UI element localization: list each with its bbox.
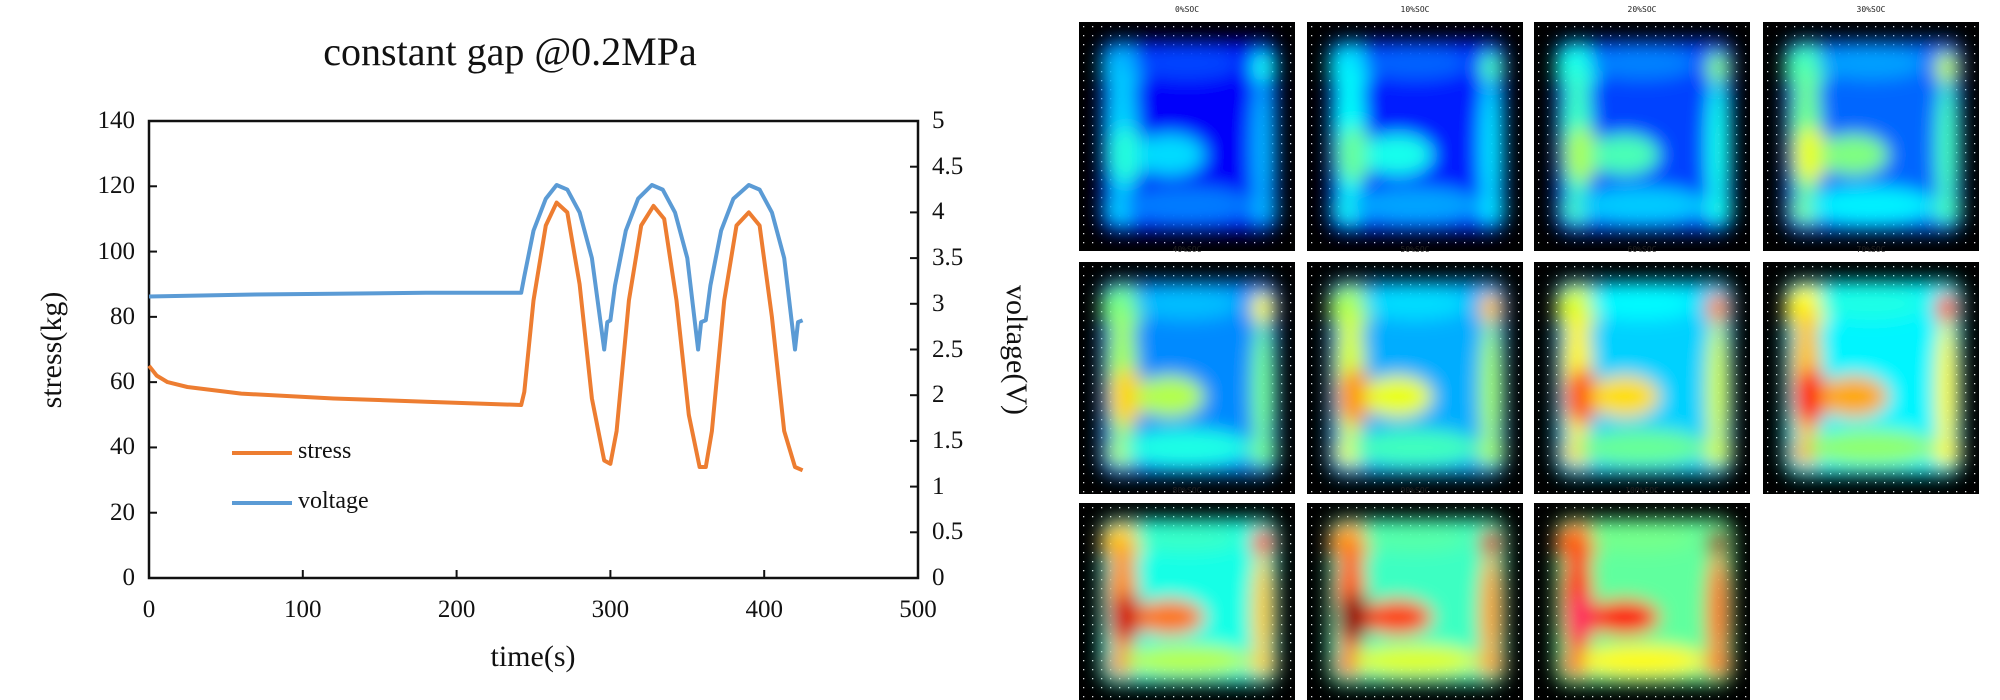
chart-title: constant gap @0.2MPa <box>323 29 697 74</box>
heatmap-label: 100%SOC <box>1625 486 1659 495</box>
y2-tick-label: 3 <box>932 289 945 317</box>
plot-frame <box>147 119 920 580</box>
y2-tick-label: 2 <box>932 381 945 409</box>
y2-tick-label: 2.5 <box>932 335 964 363</box>
y2-tick-label: 1.5 <box>932 426 964 454</box>
heatmap-100%SOC <box>1534 503 1750 700</box>
heatmap-label: 40%SOC <box>1172 245 1202 254</box>
heatmap-label: 50%SOC <box>1400 245 1430 254</box>
heatmap-label: 90%SOC <box>1400 486 1430 495</box>
legend-label-voltage: voltage <box>298 488 369 514</box>
heatmap-20%SOC <box>1534 22 1750 251</box>
x-tick-label: 500 <box>899 596 937 623</box>
x-tick-label: 400 <box>745 596 783 623</box>
y-tick-label: 140 <box>97 107 136 134</box>
y-tick-label: 20 <box>110 498 135 526</box>
y2-tick-label: 5 <box>932 107 945 134</box>
y-tick-label: 60 <box>110 368 135 396</box>
heatmap-80%SOC <box>1079 503 1295 700</box>
x-axis-label: time(s) <box>490 640 576 673</box>
y2-tick-label: 0.5 <box>932 518 964 546</box>
series-line-stress <box>147 200 804 473</box>
heatmap-10%SOC <box>1307 22 1523 251</box>
heatmap-label: 0%SOC <box>1174 5 1200 14</box>
y-axis-label: stress(kg) <box>35 291 68 409</box>
heatmap-30%SOC <box>1763 22 1979 251</box>
heatmap-label: 80%SOC <box>1172 486 1202 495</box>
y2-tick-label: 3.5 <box>932 244 964 272</box>
x-tick-label: 300 <box>591 596 630 623</box>
y-tick-label: 0 <box>122 564 136 591</box>
heatmap-0%SOC <box>1079 22 1295 251</box>
x-tick-label: 0 <box>142 596 156 623</box>
y2-tick-label: 0 <box>932 564 945 591</box>
y2-tick-label: 4 <box>932 198 945 226</box>
heatmap-label: 30%SOC <box>1856 5 1886 14</box>
heatmap-40%SOC <box>1079 262 1295 494</box>
heatmap-50%SOC <box>1307 262 1523 494</box>
heatmap-label: 60%SOC <box>1627 245 1657 254</box>
y-tick-label: 100 <box>97 237 136 265</box>
heatmap-60%SOC <box>1534 262 1750 494</box>
heatmap-label: 10%SOC <box>1400 5 1430 14</box>
y-tick-label: 40 <box>110 433 135 461</box>
x-tick-label: 100 <box>284 596 322 623</box>
series-line-voltage <box>148 183 804 352</box>
line-chart <box>147 119 920 580</box>
y-tick-label: 120 <box>97 172 136 200</box>
y-tick-label: 80 <box>110 302 135 330</box>
heatmap-90%SOC <box>1307 503 1523 700</box>
heatmap-label: 70%SOC <box>1856 245 1886 254</box>
y2-axis-label: voltage(V) <box>1000 285 1033 415</box>
y2-tick-label: 4.5 <box>932 152 964 180</box>
x-tick-label: 200 <box>437 596 476 623</box>
legend-label-stress: stress <box>298 438 352 464</box>
y2-tick-label: 1 <box>932 472 945 500</box>
heatmap-label: 20%SOC <box>1627 5 1657 14</box>
heatmap-70%SOC <box>1763 262 1979 494</box>
